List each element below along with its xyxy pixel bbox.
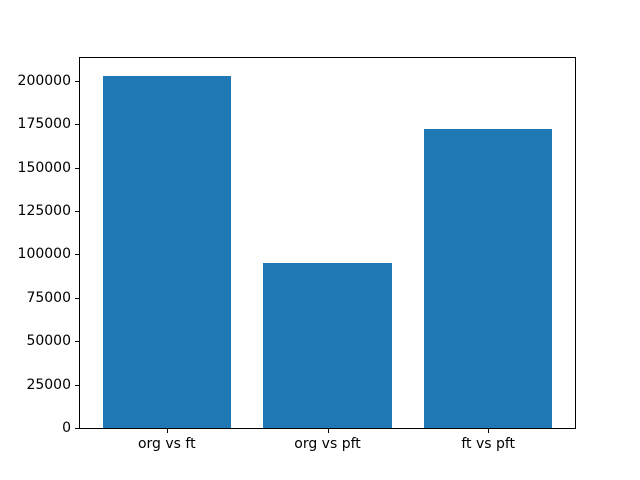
y-tick-label: 75000: [26, 289, 71, 306]
y-tick-mark: [75, 167, 79, 169]
y-tick-label: 50000: [26, 333, 71, 350]
y-tick-mark: [75, 297, 79, 299]
y-tick-label: 125000: [17, 203, 71, 219]
y-tick-mark: [75, 80, 79, 82]
x-tick-label: ft vs pft: [461, 436, 516, 452]
y-tick-label: 100000: [17, 246, 71, 263]
x-tick-mark: [166, 429, 168, 433]
y-tick-label: 200000: [17, 72, 71, 89]
y-tick-label: 175000: [17, 116, 71, 133]
y-tick-mark: [75, 428, 79, 429]
bar-ft-vs-pft: [423, 129, 553, 428]
y-tick-mark: [75, 341, 79, 343]
y-tick-label: 25000: [26, 376, 71, 393]
y-tick-label: 0: [62, 420, 71, 436]
x-tick-mark: [488, 429, 490, 433]
y-tick-mark: [75, 211, 79, 212]
x-tick-mark: [327, 429, 329, 433]
x-tick-label: org vs pft: [294, 436, 361, 452]
plot-area: [79, 57, 576, 429]
x-tick-label: org vs ft: [137, 436, 196, 452]
bar-org-vs-ft: [102, 75, 232, 428]
y-tick-mark: [75, 254, 79, 256]
y-tick-mark: [75, 124, 79, 126]
y-tick-mark: [75, 384, 79, 386]
bar-org-vs-pft: [263, 263, 392, 428]
y-tick-label: 150000: [17, 159, 71, 176]
